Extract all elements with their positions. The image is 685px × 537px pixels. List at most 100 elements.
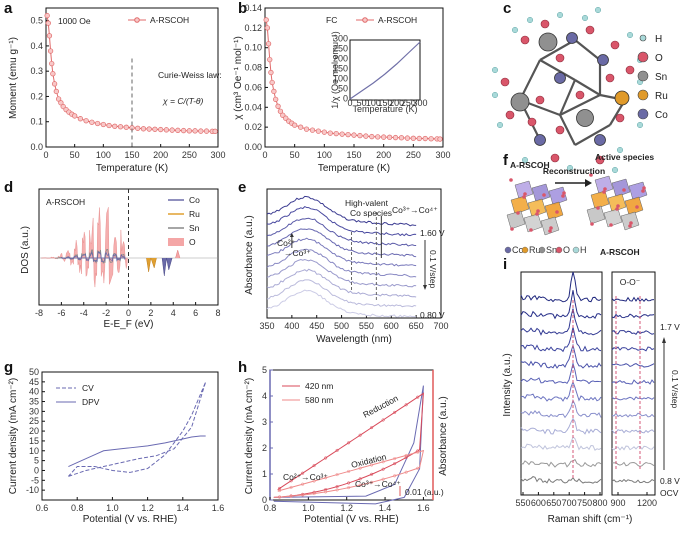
panel-a-point [112,123,118,129]
panel-b-point [265,41,272,47]
panel-c-atom-h [521,156,529,164]
panel-f-left-atom [562,191,566,195]
panel-h-series-580-point [301,493,305,497]
panel-b-inset-xtick: 50 [357,98,367,108]
panel-f-right-atom [590,222,594,226]
panel-h-series-580-point [370,480,374,484]
panel-f-right-polyhedron [590,190,610,210]
panel-c-legend-swatch [637,51,649,63]
panel-b-inset-ytick: 200 [333,54,348,64]
panel-e-label-co34: Co³⁺→Co⁴⁺ [392,205,438,215]
panel-b-inset-xtick: 300 [412,98,427,108]
panel-label-d: d [4,179,13,196]
panel-d-x-tick-label: 6 [193,308,198,318]
panel-f-legend-label: Co [512,245,524,255]
panel-f-left-atom [548,229,552,233]
panel-h-series-580-point [312,492,316,496]
panel-h-series-580-point [416,450,420,454]
panel-f-legend-label: Ru [529,245,541,255]
panel-f-legend-label: O [563,245,570,255]
panel-d-series-co-peak [161,257,173,277]
panel-h-series-420-point [358,433,362,437]
panel-h-series-580-point [370,463,374,467]
panel-h-label-ox: Oxidation [350,451,388,469]
panel-b-point [309,127,316,133]
panel-f-legend-label: H [580,245,587,255]
panel-d-x-tick-label: -2 [102,308,110,318]
panel-h-series-580-point [335,488,339,492]
panel-b-mode-label: FC [326,15,337,25]
panel-h-series-420-point [278,486,282,490]
panel-b-point [315,128,322,134]
panel-c-atom-o [540,19,550,29]
panel-a-series-line [46,15,216,132]
panel-a-point [186,128,192,134]
panel-f-arrow-label: Reconstruction [543,166,605,176]
panel-b-point [275,103,281,109]
panel-h-series-580-point [381,477,385,481]
panel-i-series-line [520,361,602,385]
panel-a-formula: χ = C/(T-θ) [162,96,204,106]
panel-b-point [339,131,345,137]
panel-c-legend-label: H [655,34,662,45]
panel-h-series-580-point [381,460,385,464]
panel-d-x-tick-label: 0 [126,308,131,318]
panel-i-x-tick-label: 800 [592,498,607,508]
panel-h-series-420-point [347,481,351,485]
panel-g-y-tick-label: 40 [29,387,39,397]
panel-c-legend-label: Ru [655,91,668,102]
panel-g-xlabel: Potential (V vs. RHE) [83,514,177,525]
panel-h-series-580-point [393,457,397,461]
panel-i-series-line [520,436,602,451]
panel-b-point [398,135,405,141]
panel-h-series-420-point [381,418,385,422]
panel-i-x-tick-label: 750 [577,498,592,508]
panel-h-series-580-point [347,469,351,473]
panel-b-inset-xtick: 100 [366,98,381,108]
panel-h-series-580-point [404,453,408,457]
panel-i-x-tick-label: 550 [515,498,530,508]
panel-i-series-line [520,326,602,353]
panel-c-atom-co [566,32,578,44]
panel-f-left-atom [561,194,565,198]
panel-a-y-tick-label: 0.3 [30,66,43,76]
panel-h-series-580-point [393,474,397,478]
panel-c-atom-h [611,166,619,174]
panel-f-right-polyhedron [628,181,648,201]
panel-c-atom-o [505,110,515,120]
panel-b-point [369,133,375,140]
panel-b-inset-ytick: 150 [333,64,348,74]
panel-f-left-atom [510,227,514,231]
panel-i-xlabel: Raman shift (cm⁻¹) [548,514,633,525]
panel-h-series-580-point [416,466,420,470]
panel-h-series-420-point [312,464,316,468]
panel-c-atom-co [597,54,609,66]
panel-c-legend-swatch [637,108,649,120]
panel-f-right-atom [609,223,613,227]
panel-c-atom-h [491,91,499,99]
panel-f-left-atom [529,228,533,232]
panel-d-legend-label: Co [189,195,200,205]
panel-c-bond [559,94,601,116]
panel-i-series-line-right [611,363,655,368]
panel-i-series-line [520,398,602,419]
panel-a-point [175,127,181,133]
panel-i-label-ocv: OCV [660,488,679,498]
panel-g-y-tick-label: 30 [29,406,39,416]
panel-d-series-ru [146,257,157,273]
panel-c-atom-o [520,35,530,45]
panel-g-y-tick-label: 35 [29,397,39,407]
panel-f-right-polyhedron [624,196,644,216]
panel-b-inset-ytick: 100 [333,74,348,84]
panel-h-label-c34: Co³⁺→Co⁴⁺ [355,479,401,489]
panel-c-bond [574,79,601,96]
panel-b-point [321,129,327,135]
panel-g-y-tick-label: 5 [34,456,39,466]
panel-a-x-tick-label: 150 [124,150,139,160]
panel-h-series-420 [273,392,424,498]
panel-e-axes [266,188,442,319]
panel-h-ylabel: Current density (mA cm⁻²) [244,378,255,494]
panel-i-series-line-right [611,330,655,335]
panel-i-label-vlo: 0.8 V [660,476,680,486]
panel-h-x-tick-label: 0.8 [264,503,277,513]
